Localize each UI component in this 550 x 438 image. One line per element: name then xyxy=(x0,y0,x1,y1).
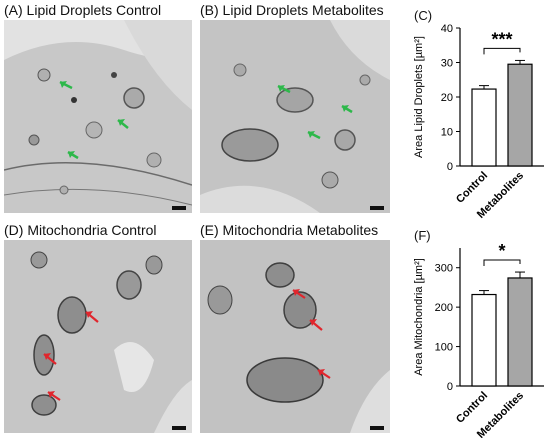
arrowhead-icon xyxy=(48,391,55,398)
panel-e-title: (E) Mitochondria Metabolites xyxy=(200,222,379,238)
bar xyxy=(471,88,497,167)
em-image-lipid-control xyxy=(4,20,192,213)
arrowhead-icon xyxy=(86,311,93,318)
bar xyxy=(507,277,533,387)
chart-mitochondria: Area Mitochondria [µm²] 0 100 200 300 Control… xyxy=(413,241,544,438)
y-tick-label: 40 xyxy=(441,23,453,35)
x-tick-label: Control xyxy=(454,170,490,206)
y-tick-label: 20 xyxy=(441,92,453,104)
y-tick-label: 100 xyxy=(435,342,453,354)
arrowhead-icon xyxy=(278,85,285,92)
arrowhead-icon xyxy=(308,131,315,138)
significance-label: * xyxy=(498,241,505,261)
em-image-lipid-metabolites xyxy=(200,20,390,213)
em-image-mito-metabolites xyxy=(200,240,390,433)
arrowhead-icon xyxy=(318,369,325,376)
bar xyxy=(507,63,533,167)
arrowhead-icon xyxy=(44,353,51,360)
arrowhead-icon xyxy=(118,119,125,126)
panel-b-title: (B) Lipid Droplets Metabolites xyxy=(200,2,384,18)
y-tick-label: 200 xyxy=(435,302,453,314)
panel-a-title: (A) Lipid Droplets Control xyxy=(4,2,162,18)
y-axis-label: Area Mitochondria [µm²] xyxy=(413,258,425,376)
arrowhead-icon xyxy=(68,151,75,158)
panel-d-title: (D) Mitochondria Control xyxy=(4,222,157,238)
significance-label: *** xyxy=(491,29,512,49)
em-image-mito-control xyxy=(4,240,192,433)
y-tick-label: 0 xyxy=(447,381,453,393)
significance-bracket xyxy=(483,259,521,267)
y-axis-label: Area Lipid Droplets [µm²] xyxy=(413,36,425,158)
arrowhead-icon xyxy=(293,289,300,296)
arrowhead-icon xyxy=(342,105,349,112)
bar xyxy=(471,293,497,387)
chart-lipid-droplets: Area Lipid Droplets [µm²] 0 10 20 30 40 Contro… xyxy=(413,23,544,220)
y-tick-label: 0 xyxy=(447,161,453,173)
x-tick-label: Control xyxy=(454,390,490,426)
panel-f-label: (F) xyxy=(414,228,431,243)
arrowhead-icon xyxy=(60,81,67,88)
panel-c-label: (C) xyxy=(414,8,433,23)
arrowhead-icon xyxy=(310,319,317,326)
y-tick-label: 30 xyxy=(441,58,453,70)
y-tick-label: 300 xyxy=(435,263,453,275)
y-tick-label: 10 xyxy=(441,127,453,139)
significance-bracket xyxy=(483,47,521,55)
